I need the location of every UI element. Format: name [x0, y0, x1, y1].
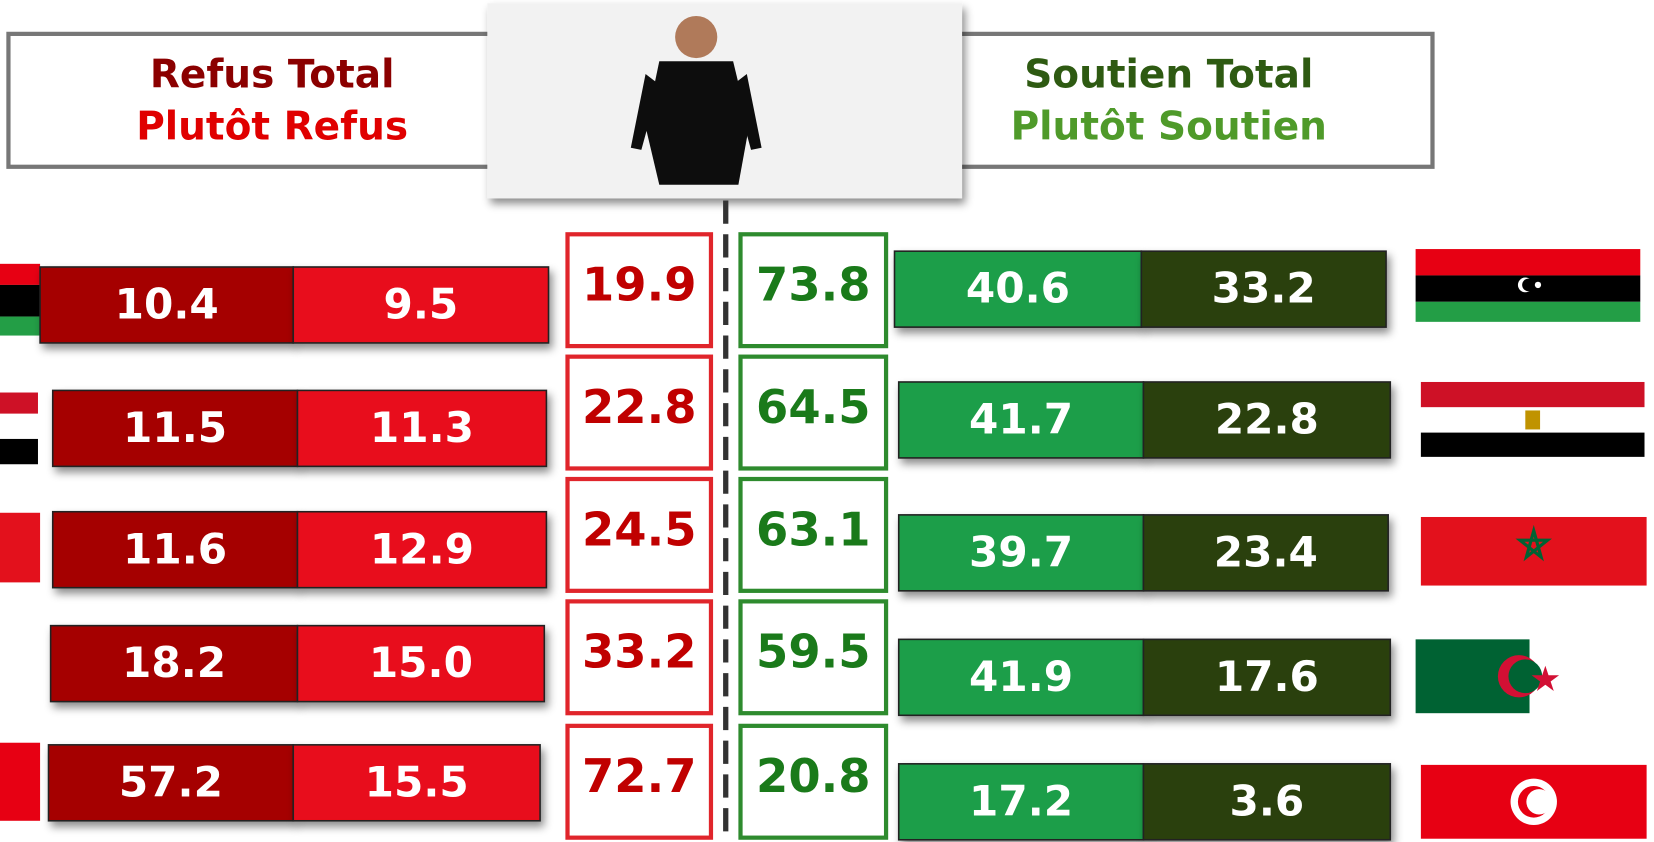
bar-refus-total-label: 10.4: [115, 280, 219, 329]
bar-plutot-soutien-label: 39.7: [969, 527, 1073, 576]
bar-plutot-refus: [296, 510, 548, 589]
bar-plutot-refus: [296, 624, 546, 703]
sum-refus: 22.8: [582, 380, 697, 434]
legend-box-left: [6, 31, 498, 169]
bar-refus-total: [51, 510, 299, 589]
bar-plutot-soutien: [897, 514, 1145, 592]
sum-box-refus: [565, 232, 714, 349]
sum-box-refus: [565, 599, 714, 716]
bar-soutien-total-label: 23.4: [1214, 527, 1318, 576]
sum-soutien: 59.5: [756, 625, 871, 679]
sum-box-refus: [565, 476, 714, 593]
sum-refus: 24.5: [582, 502, 697, 556]
bar-refus-total-label: 11.5: [123, 403, 227, 452]
flag-egypt: [1420, 381, 1645, 457]
sum-refus: 19.9: [582, 258, 697, 312]
legend-plutot-refus: Plutôt Refus: [136, 104, 408, 149]
bar-plutot-soutien-label: 17.2: [969, 776, 1073, 825]
bar-refus-total-label: 11.6: [123, 524, 227, 573]
bar-refus-total: [49, 624, 299, 703]
bar-plutot-refus-label: 15.5: [365, 757, 469, 806]
bar-plutot-soutien: [897, 638, 1145, 717]
bar-plutot-refus: [292, 744, 541, 822]
bar-soutien-total: [1142, 638, 1392, 717]
bar-plutot-refus: [292, 266, 550, 344]
bar-refus-total-label: 57.2: [119, 757, 223, 806]
bar-plutot-soutien: [897, 381, 1145, 459]
bar-soutien-total-label: 22.8: [1215, 395, 1319, 444]
flag-tunisia: [1420, 764, 1647, 839]
sum-box-soutien: [738, 476, 889, 593]
bar-refus-total: [39, 266, 295, 344]
sum-soutien: 63.1: [756, 502, 871, 556]
sum-box-refus: [565, 354, 714, 471]
sum-box-soutien: [738, 354, 889, 471]
bar-soutien-total-label: 33.2: [1212, 264, 1316, 313]
sum-box-soutien: [738, 723, 889, 840]
bar-refus-total-label: 18.2: [122, 638, 226, 687]
flag-algeria: [1415, 639, 1560, 714]
photo: [487, 3, 963, 199]
bar-plutot-soutien: [893, 250, 1143, 328]
sum-soutien: 73.8: [756, 258, 871, 312]
bar-soutien-total-label: 17.6: [1215, 652, 1319, 701]
flag-left-partial: [0, 263, 41, 821]
flag-morocco: [1420, 516, 1647, 586]
sum-soutien: 20.8: [756, 749, 871, 803]
sum-soutien: 64.5: [756, 380, 871, 434]
sum-refus: 72.7: [582, 749, 697, 803]
bar-soutien-total: [1142, 763, 1392, 841]
bar-plutot-soutien-label: 40.6: [966, 264, 1070, 313]
legend-soutien-total: Soutien Total: [1024, 53, 1313, 98]
bar-soutien-total: [1142, 514, 1389, 592]
bar-soutien-total: [1140, 250, 1387, 328]
bar-soutien-total-label: 3.6: [1229, 776, 1304, 825]
bar-plutot-soutien-label: 41.9: [969, 652, 1073, 701]
sum-box-soutien: [738, 232, 889, 349]
flag-libya: [1415, 249, 1641, 322]
bar-plutot-soutien-label: 41.7: [969, 395, 1073, 444]
bar-plutot-refus-label: 12.9: [370, 524, 474, 573]
sum-box-soutien: [738, 599, 889, 716]
bar-soutien-total: [1142, 381, 1392, 459]
bar-plutot-refus-label: 11.3: [370, 403, 474, 452]
bar-plutot-refus-label: 15.0: [369, 638, 473, 687]
sum-refus: 33.2: [582, 625, 697, 679]
legend-plutot-soutien: Plutôt Soutien: [1011, 104, 1327, 149]
bar-plutot-refus: [296, 389, 548, 468]
legend-refus-total: Refus Total: [150, 53, 395, 98]
legend-box-right: [952, 31, 1435, 169]
bar-plutot-refus-label: 9.5: [384, 280, 459, 329]
bar-plutot-soutien: [897, 763, 1145, 841]
bar-refus-total: [51, 389, 299, 468]
sum-box-refus: [565, 723, 714, 840]
bar-refus-total: [47, 744, 295, 822]
